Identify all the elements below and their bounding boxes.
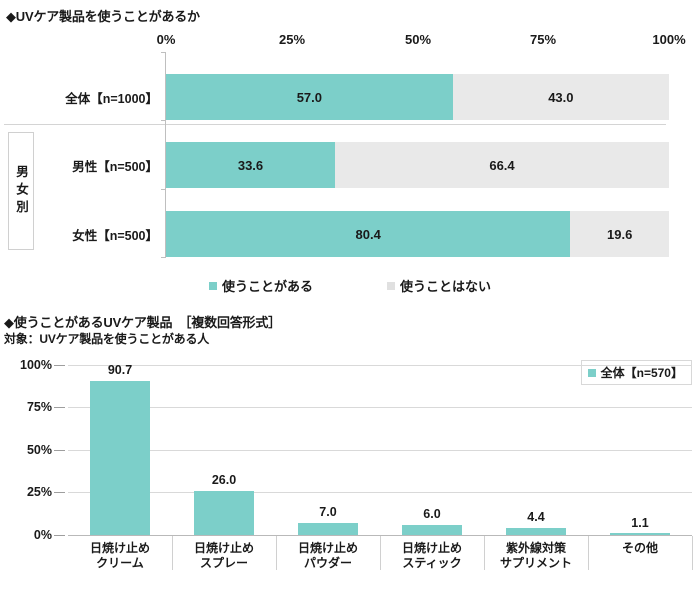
chart2-category-line1: その他 [621,541,658,555]
chart1-title: ◆UVケア製品を使うことがあるか [6,9,200,24]
chart2-ytick-100: 100% [20,358,52,372]
chart1-axis-tickmark [161,120,166,121]
chart2-ytick-mark [54,450,65,451]
chart2-category-sunscreen-stick: 日焼け止め スティック [377,541,487,571]
chart1-bar-row-total: 57.0 43.0 [166,74,669,120]
chart2-category-uv-supplement: 紫外線対策 サプリメント [481,541,591,571]
chart2-ytick-75: 75% [26,400,52,414]
chart2-category-line1: 日焼け止め [297,541,358,555]
chart2-category-separator [588,536,589,570]
chart2-category-line2: スプレー [199,556,248,570]
chart1-group-box [8,132,34,250]
chart2-ytick-mark [54,492,65,493]
chart2-category-separator [484,536,485,570]
chart1-category-label-male: 男性【n=500】 [72,160,158,174]
chart1-segment-no-female: 19.6 [570,211,669,257]
chart1-bar-row-male: 33.6 66.4 [166,142,669,188]
chart-uv-product-usage: ◆UVケア製品を使うことがあるか 0% 25% 50% 75% 100% 全体【… [0,6,700,302]
chart1-segment-yes-male: 33.6 [166,142,335,188]
chart2-category-other: その他 [585,541,695,556]
chart1-xtick-1: 25% [278,32,306,47]
chart2-legend-label-total: 全体【n=570】 [600,366,683,380]
chart2-ytick-mark [54,365,65,366]
chart2-category-line2: パウダー [303,556,352,570]
chart2-category-line1: 日焼け止め [89,541,150,555]
chart1-x-axis: 0% 25% 50% 75% 100% [0,32,700,50]
chart2-category-sunscreen-powder: 日焼け止め パウダー [273,541,383,571]
legend-swatch-icon [208,281,217,290]
chart1-legend-item-yes: 使うことがある [208,276,313,295]
chart2-gridline [68,492,692,493]
chart1-category-label-female: 女性【n=500】 [72,229,158,243]
chart1-row-divider [4,124,666,125]
chart2-category-sunscreen-cream: 日焼け止め クリーム [65,541,175,571]
chart2-bar-sunscreen-stick [402,524,462,535]
chart2-ytick-25: 25% [26,485,52,499]
chart2-bar-sunscreen-spray [194,490,254,535]
chart2-gridline [68,450,692,451]
chart1-segment-no-total: 43.0 [452,74,669,120]
chart2-category-sunscreen-spray: 日焼け止め スプレー [169,541,279,571]
chart1-axis-tickmark [161,52,166,53]
chart1-plot-area: 57.0 43.0 33.6 66.4 80.4 19.6 [165,52,669,257]
chart2-ytick-mark [54,407,65,408]
chart1-legend-item-no: 使うことはない [387,276,491,295]
chart2-category-line1: 紫外線対策 [505,541,566,555]
chart2-value-sunscreen-cream: 90.7 [107,363,133,377]
chart1-group-label-gender: 男女別 [14,164,28,218]
chart1-segment-yes-female: 80.4 [166,211,571,257]
chart2-value-uv-supplement: 4.4 [527,510,545,524]
chart2-category-line2: スティック [402,556,462,570]
legend-swatch-icon [587,368,596,377]
chart2-bar-sunscreen-powder [298,523,358,535]
chart1-legend-label-yes: 使うことがある [221,279,313,294]
chart2-category-separator [380,536,381,570]
chart2-category-separator [692,536,693,570]
chart1-xtick-4: 100% [652,32,686,47]
chart2-title: ◆使うことがあるUVケア製品 ［複数回答形式］ [4,315,281,330]
chart2-category-line2: クリーム [96,556,144,570]
chart2-value-sunscreen-stick: 6.0 [423,507,441,521]
chart1-category-label-total: 全体【n=1000】 [65,92,158,106]
chart2-category-line1: 日焼け止め [193,541,254,555]
chart2-category-separator [172,536,173,570]
chart1-legend: 使うことがある 使うことはない [0,276,700,295]
chart1-axis-tickmark [161,189,166,190]
chart1-segment-no-male: 66.4 [335,142,669,188]
chart2-ytick-50: 50% [26,443,52,457]
chart2-legend: 全体【n=570】 [580,360,692,385]
chart1-bar-row-female: 80.4 19.6 [166,211,669,257]
chart1-segment-yes-total: 57.0 [166,74,453,120]
chart2-value-other: 1.1 [631,516,649,530]
chart2-gridline [68,407,692,408]
chart2-value-sunscreen-powder: 7.0 [319,505,337,519]
chart-uv-products-used: ◆使うことがあるUVケア製品 ［複数回答形式］ 対象：UVケア製品を使うことがあ… [0,312,700,592]
chart2-subtitle: 対象：UVケア製品を使うことがある人 [4,332,210,346]
chart2-plot-area: 100% 75% 50% 25% 0% 90.7 26.0 7.0 6.0 4.… [20,358,693,570]
chart2-gridline [68,365,692,366]
legend-swatch-icon [387,281,395,290]
chart2-axis-baseline [68,535,692,536]
chart1-axis-tickmark [161,257,166,258]
chart2-bar-uv-supplement [506,527,566,535]
chart2-ytick-0: 0% [33,528,52,542]
chart2-bar-other [610,533,670,535]
chart2-bar-sunscreen-cream [90,380,150,535]
chart1-legend-label-no: 使うことはない [400,279,492,294]
chart2-ytick-mark [54,535,65,536]
chart2-category-line2: サプリメント [499,556,572,570]
chart1-xtick-2: 50% [404,32,432,47]
chart2-category-separator [276,536,277,570]
chart2-category-line1: 日焼け止め [401,541,462,555]
chart1-xtick-0: 0% [156,32,176,47]
chart2-value-sunscreen-spray: 26.0 [211,473,237,487]
chart1-xtick-3: 75% [529,32,557,47]
